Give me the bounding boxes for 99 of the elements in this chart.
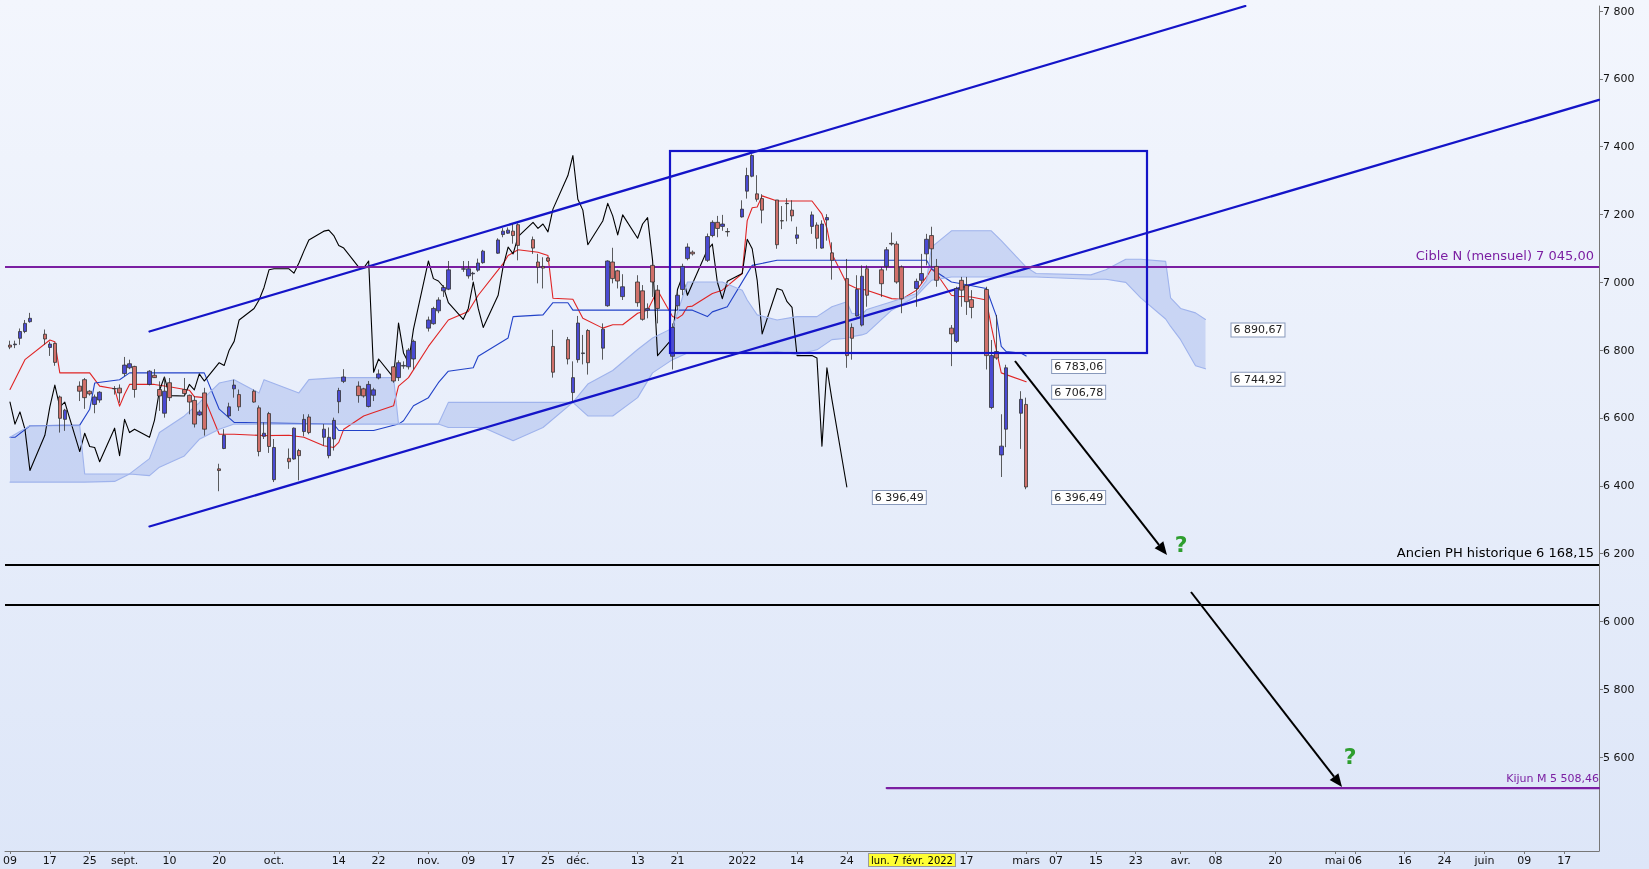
y-tick-label: 7 000 [1603,275,1635,289]
x-tick-label: 09 [1517,854,1532,867]
line-series [9,259,1027,438]
x-tick-label: 16 [1397,854,1412,867]
x-tick-label: 24 [1437,854,1452,867]
ref-line-label: Ancien PH historique 6 168,15 [1396,545,1594,561]
candlestick [551,329,555,379]
x-tick-label: 14 [790,854,805,867]
x-tick-label: 07 [1049,854,1064,867]
candlestick [252,389,256,404]
annotation: 6 783,06 [1054,359,1104,373]
candlestick [675,291,680,311]
y-tick-label: 7 200 [1603,208,1635,222]
series-label: Kijun M 5 508,46 [1506,772,1599,786]
y-tick-label: 6 400 [1603,479,1635,493]
y-tick-label: 5 800 [1603,682,1635,696]
annotation: 6 396,49 [1054,491,1104,504]
candlestick [566,336,570,365]
candlestick [705,233,710,263]
candlestick [182,377,187,397]
y-tick-label: 7 800 [1603,4,1635,18]
x-tick-label: sept. [110,854,139,867]
text: lun. 7 févr. 2022 [871,854,953,866]
x-tick-label: 09 [3,854,17,867]
candlestick [217,463,221,492]
annotation: 6 396,49 [874,491,924,504]
candlestick [222,428,226,450]
candlestick [227,402,231,419]
y-tick-label: 7 600 [1603,72,1635,86]
candlestick [725,227,730,237]
x-tick-label: 08 [1208,854,1223,867]
x-tick-label: 20 [212,854,227,867]
candlestick [43,329,47,346]
x-tick-label: 17 [42,854,57,867]
candlestick [601,322,605,361]
x-tick-label: avr. [1170,854,1191,867]
x-tick-label: mars [1012,854,1041,867]
candlestick [795,226,799,245]
candlestick [680,263,685,296]
candlestick [914,278,919,308]
ref-line-label: Cible N (mensuel) 7 045,00 [1415,248,1594,264]
candlestick [531,236,535,255]
x-tick-label: oct. [263,854,285,867]
x-tick-label: déc. [566,854,590,867]
x-tick-label: 06 [1347,854,1362,867]
x-tick-label: 23 [1128,854,1143,867]
x-tick-label: juin [1473,854,1495,867]
x-tick-label: 25 [82,854,97,867]
line-series [9,154,848,488]
candlestick [650,265,655,298]
candlestick [879,266,884,298]
candlestick [830,241,834,281]
candlestick [884,246,889,271]
y-tick-label: 6 000 [1603,614,1635,628]
y-tick-label: 7 400 [1603,140,1635,154]
candlestick [919,253,924,285]
candlestick [272,438,276,483]
candlestick [790,199,794,222]
x-tick-label: 2022 [728,854,757,867]
candlestick [785,197,789,222]
x-tick-label: mai [1324,854,1346,867]
candlestick [337,387,341,414]
annotation: 6 890,67 [1233,323,1283,337]
annotation: 6 744,92 [1233,372,1283,386]
candlestick [620,273,625,301]
x-tick-label: 24 [839,854,854,867]
candlestick [825,213,829,242]
candlestick [341,368,346,384]
x-tick-label: 10 [162,854,177,867]
x-tick-label: 09 [461,854,476,867]
candlestick [655,284,660,324]
candlestick [237,389,241,412]
x-tick-label: 21 [670,854,685,867]
candlestick [376,369,381,380]
y-tick-label: 6 800 [1603,343,1635,357]
annotation: ? [1174,531,1188,557]
y-tick-label: 6 200 [1603,547,1635,561]
x-tick-label: 13 [630,854,645,867]
candlestick [496,237,500,255]
x-tick-label: 17 [959,854,974,867]
candlestick [571,360,575,402]
x-tick-label: nov. [416,854,440,867]
x-tick-label: 15 [1088,854,1103,867]
candlestick [934,258,939,288]
line-series [9,195,1027,449]
annotation: ? [1343,743,1357,769]
x-tick-label: 14 [331,854,346,867]
candlestick [28,312,32,324]
candlestick [232,379,236,399]
x-tick-label: 22 [371,854,386,867]
x-tick-label: 17 [1557,854,1572,867]
candlestick [546,256,550,263]
x-tick-label: 17 [501,854,516,867]
candlestick [740,199,744,218]
y-tick-label: 5 600 [1603,750,1635,764]
x-tick-label: 20 [1268,854,1283,867]
y-tick-label: 6 600 [1603,411,1635,425]
x-tick-label: 25 [540,854,555,867]
annotation: 6 706,78 [1054,385,1104,399]
